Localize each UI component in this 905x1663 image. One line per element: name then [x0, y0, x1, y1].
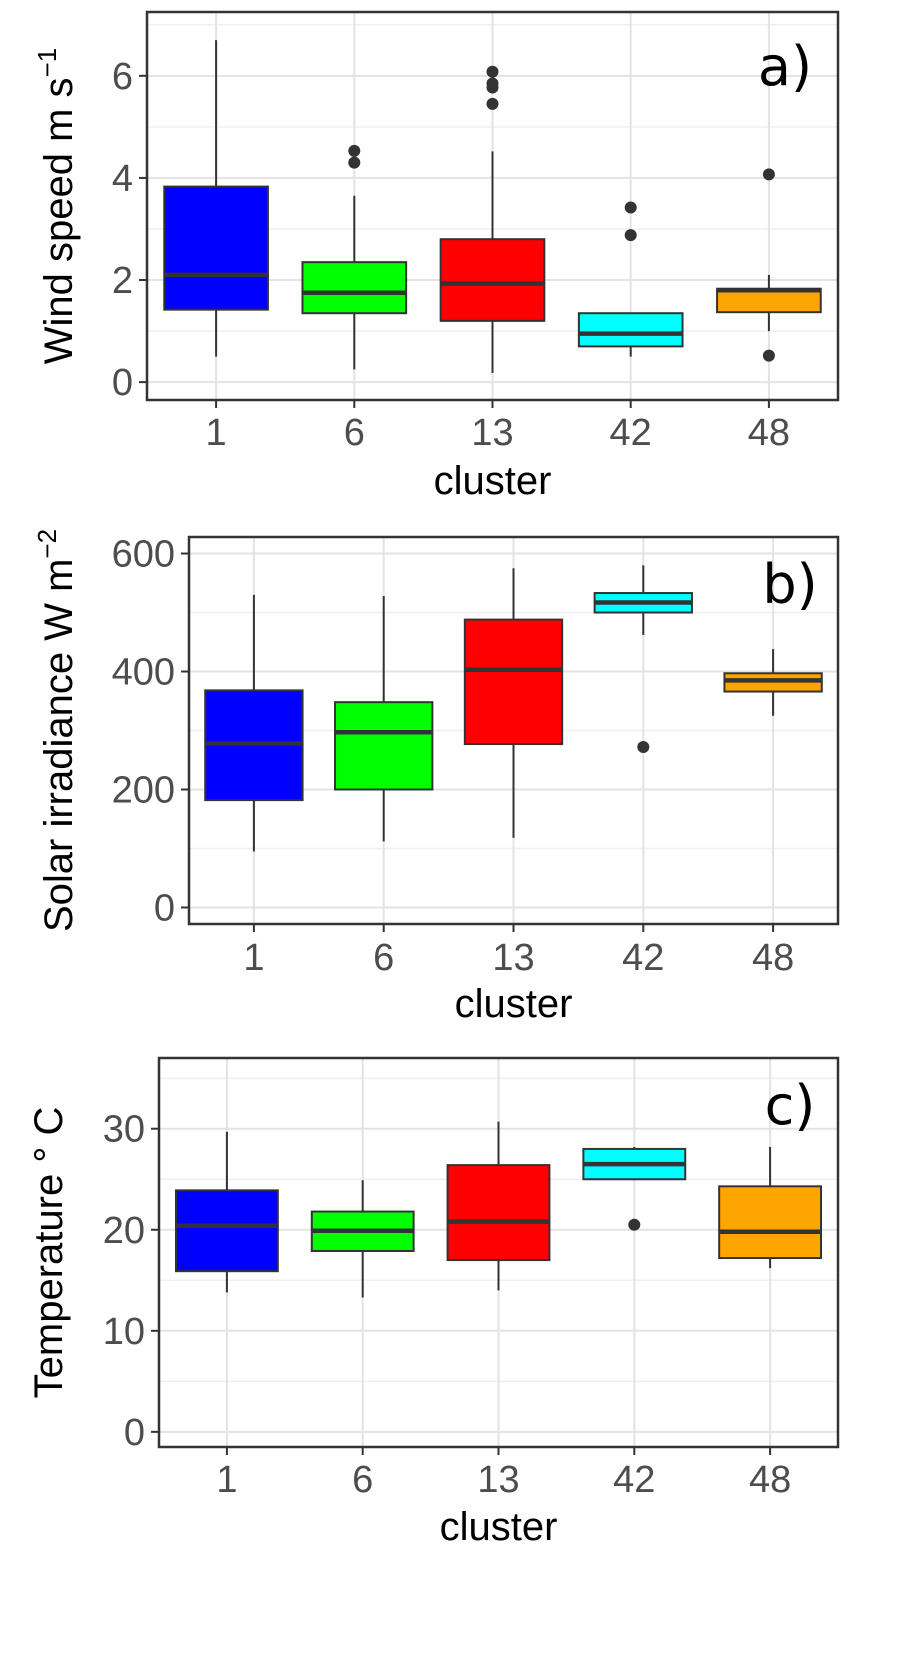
- box-cluster-48: [716, 168, 822, 362]
- outlier-point: [628, 1218, 641, 1231]
- box-cluster-6: [334, 595, 434, 842]
- y-axis-title: Temperature ° C: [27, 1107, 71, 1399]
- box-cluster-1: [204, 594, 304, 852]
- y-axis-title-text: Wind speed m s: [37, 77, 81, 364]
- x-tick-label: 48: [748, 412, 790, 454]
- panel-label: b): [762, 553, 817, 616]
- y-tick-label: 0: [154, 887, 175, 929]
- y-axis-title: Solar irradiance W m−2: [32, 529, 81, 932]
- y-tick-label: 600: [112, 534, 175, 576]
- x-axis-title: cluster: [434, 459, 552, 503]
- x-tick-label: 42: [613, 1459, 655, 1501]
- outlier-point: [486, 65, 499, 78]
- box-iqr: [439, 238, 546, 322]
- box-cluster-1: [163, 40, 269, 357]
- y-tick-label: 4: [112, 158, 133, 200]
- y-tick-label: 400: [112, 652, 175, 694]
- box-cluster-42: [593, 565, 693, 754]
- y-axis-title-text: Temperature ° C: [27, 1107, 71, 1399]
- box-cluster-1: [174, 1131, 279, 1293]
- box-cluster-6: [301, 144, 408, 370]
- panel-label: a): [758, 35, 812, 98]
- box-iqr: [463, 618, 564, 746]
- panel-1: 0 2 4 6 1 6 13 42 48 cluster Wind speed m s−1 a): [32, 10, 840, 503]
- box-cluster-13: [446, 1121, 551, 1291]
- panel-3: 0 10 20 30 1 6 13 42 48 cluster Temperature ° C c): [27, 1056, 840, 1549]
- box-cluster-13: [463, 568, 564, 838]
- outlier-point: [486, 77, 499, 90]
- box-iqr: [334, 701, 434, 791]
- x-axis-title: cluster: [455, 982, 573, 1026]
- box-cluster-6: [310, 1180, 415, 1298]
- box-iqr: [163, 185, 269, 311]
- x-tick-label: 48: [752, 937, 794, 979]
- outlier-point: [348, 144, 361, 157]
- y-axis-title: Wind speed m s−1: [32, 48, 81, 364]
- y-tick-label: 6: [112, 56, 133, 98]
- x-tick-label: 42: [622, 937, 664, 979]
- x-tick-label: 6: [344, 412, 365, 454]
- y-tick-label: 2: [112, 260, 133, 302]
- y-tick-label: 20: [103, 1210, 145, 1252]
- x-tick-label: 1: [206, 412, 227, 454]
- y-tick-label: 10: [103, 1311, 145, 1353]
- x-tick-label: 6: [373, 937, 394, 979]
- box-iqr: [718, 1185, 823, 1260]
- box-cluster-42: [582, 1146, 687, 1231]
- box-iqr: [577, 312, 684, 348]
- outlier-point: [637, 741, 650, 754]
- outlier-point: [762, 349, 775, 362]
- box-cluster-42: [577, 201, 684, 357]
- x-tick-label: 42: [610, 412, 652, 454]
- box-cluster-48: [723, 649, 823, 716]
- x-tick-label: 1: [243, 937, 264, 979]
- outlier-point: [624, 201, 637, 214]
- outlier-point: [348, 156, 361, 169]
- box-cluster-13: [439, 65, 546, 373]
- outlier-point: [624, 229, 637, 242]
- box-cluster-48: [718, 1146, 823, 1269]
- y-tick-label: 0: [124, 1412, 145, 1454]
- x-tick-label: 48: [749, 1459, 791, 1501]
- x-axis-title: cluster: [440, 1505, 558, 1549]
- x-tick-label: 1: [216, 1459, 237, 1501]
- box-iqr: [174, 1189, 279, 1273]
- box-iqr: [446, 1164, 551, 1262]
- outlier-point: [762, 168, 775, 181]
- box-iqr: [301, 261, 408, 315]
- x-tick-label: 13: [492, 937, 534, 979]
- panel-2: 0 200 400 600 1 6 13 42 48 cluster Solar irradianc…: [32, 529, 840, 1026]
- y-axis-title-exponent: −2: [32, 529, 62, 559]
- outlier-point: [486, 97, 499, 110]
- panel-label: c): [765, 1074, 816, 1137]
- y-axis-title-exponent: −1: [32, 48, 62, 78]
- y-tick-label: 0: [112, 362, 133, 404]
- x-tick-label: 6: [352, 1459, 373, 1501]
- x-tick-label: 13: [477, 1459, 519, 1501]
- y-tick-label: 30: [103, 1109, 145, 1151]
- y-axis-title-text: Solar irradiance W m: [37, 559, 81, 932]
- x-tick-label: 13: [471, 412, 513, 454]
- y-tick-label: 200: [112, 769, 175, 811]
